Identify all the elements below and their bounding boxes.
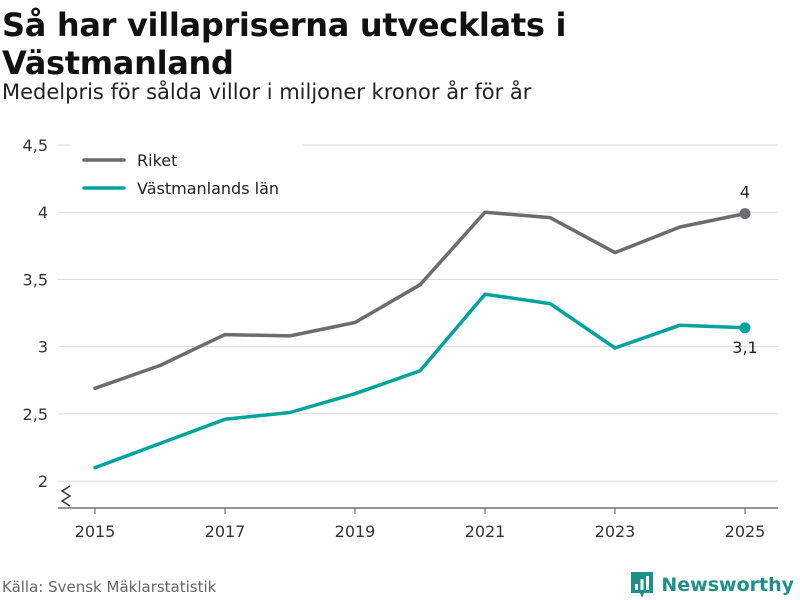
chart-title: Så har villapriserna utvecklats i Västma…	[2, 6, 567, 82]
y-tick-label: 2	[38, 472, 48, 491]
y-tick-label: 4	[38, 203, 48, 222]
legend-background	[70, 144, 302, 210]
x-tick-label: 2023	[595, 522, 636, 541]
brand-logo[interactable]: Newsworthy	[629, 570, 794, 600]
y-tick-label: 4,5	[23, 136, 48, 155]
series-line-0	[93, 210, 747, 391]
chart-subtitle: Medelpris för sålda villor i miljoner kr…	[2, 80, 532, 104]
x-tick-label: 2021	[465, 522, 506, 541]
y-tick-label: 2,5	[23, 405, 48, 424]
x-tick-label: 2017	[205, 522, 246, 541]
x-tick-label: 2015	[75, 522, 116, 541]
series-end-point-0	[739, 208, 751, 220]
y-tick-label: 3	[38, 338, 48, 357]
axis-break-mark	[60, 485, 72, 507]
x-tick-label: 2019	[335, 522, 376, 541]
x-tick-label: 2025	[725, 522, 766, 541]
series-line-1	[93, 292, 747, 470]
series-end-label-1: 3,1	[732, 338, 757, 357]
legend-label-1: Västmanlands län	[137, 179, 279, 198]
source-credit: Källa: Svensk Mäklarstatistik	[2, 578, 217, 596]
series-end-point-1	[739, 322, 751, 334]
y-tick-label: 3,5	[23, 270, 48, 289]
bar-chart-logo-icon	[631, 572, 654, 598]
series-end-label-0: 4	[740, 183, 750, 202]
legend-label-0: Riket	[137, 151, 177, 170]
brand-name: Newsworthy	[661, 574, 794, 596]
